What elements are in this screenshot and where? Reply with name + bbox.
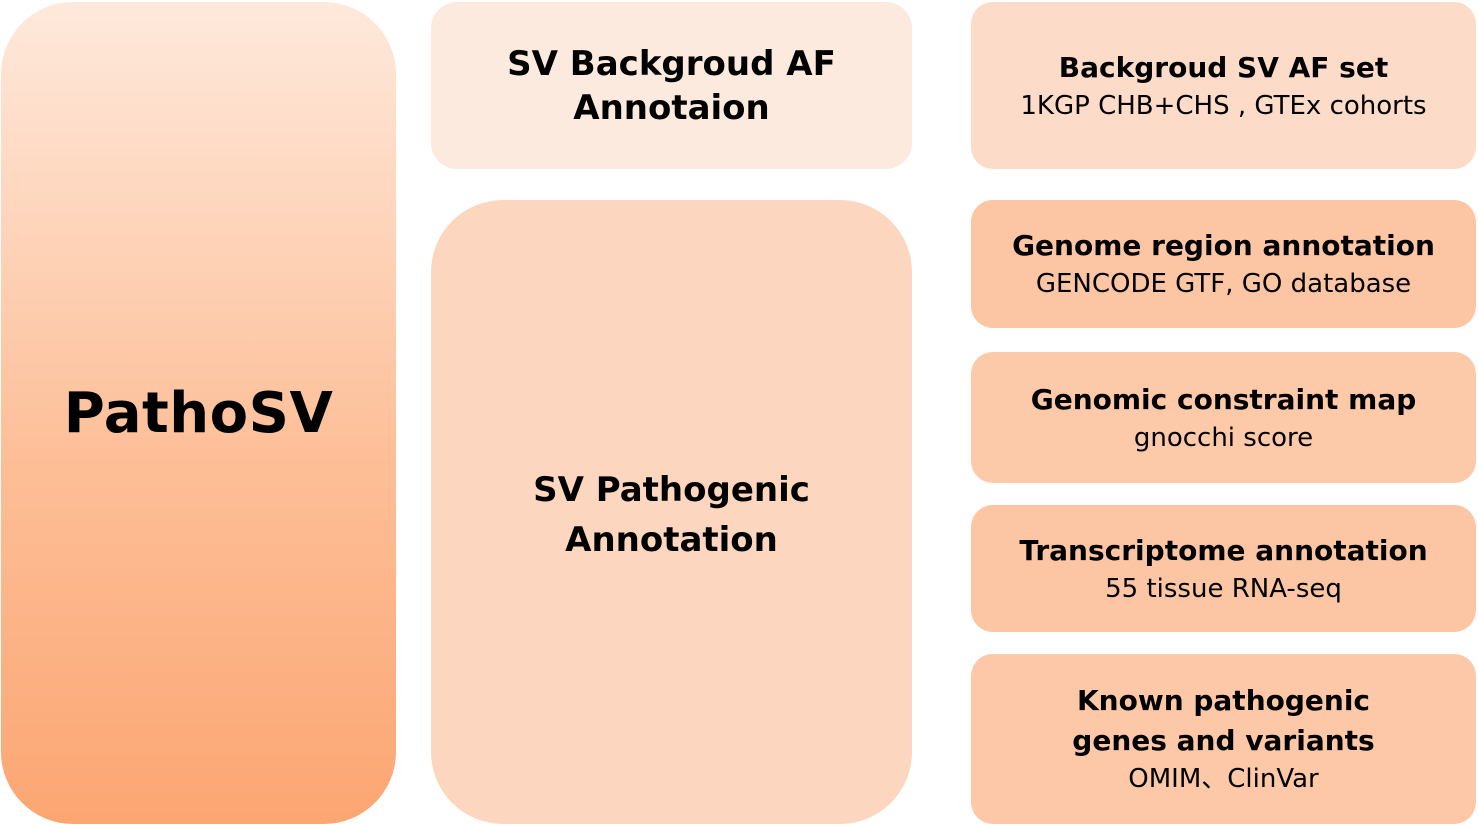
resource-title: Transcriptome annotation xyxy=(1019,533,1428,567)
background-sv-af-set-box: Backgroud SV AF set 1KGP CHB+CHS , GTEx … xyxy=(971,2,1476,169)
resource-subtitle: 1KGP CHB+CHS , GTEx cohorts xyxy=(1020,90,1427,121)
resource-subtitle: 55 tissue RNA-seq xyxy=(1105,573,1342,604)
genome-region-annotation-box: Genome region annotation GENCODE GTF, GO… xyxy=(971,200,1476,328)
resource-title-line1: Known pathogenic xyxy=(1076,684,1371,717)
af-module-title-line2: Annotaion xyxy=(573,87,770,128)
transcriptome-annotation-box: Transcriptome annotation 55 tissue RNA-s… xyxy=(971,505,1476,632)
genomic-constraint-map-box: Genomic constraint map gnocchi score xyxy=(971,352,1476,483)
resource-title: Backgroud SV AF set xyxy=(1058,50,1389,84)
resource-subtitle: GENCODE GTF, GO database xyxy=(1035,269,1412,299)
sv-background-af-annotation-module: SV Backgroud AF Annotaion xyxy=(431,2,912,169)
resource-title-line2: genes and variants xyxy=(1072,724,1375,757)
resource-title: Genomic constraint map xyxy=(1030,382,1417,416)
af-module-title-line1: SV Backgroud AF xyxy=(507,43,836,84)
resource-title: Genome region annotation xyxy=(1012,229,1435,262)
sv-pathogenic-annotation-module: SV Pathogenic Annotation xyxy=(431,200,912,824)
pathosv-block: PathoSV xyxy=(1,2,396,824)
pathogenic-module-title-line1: SV Pathogenic xyxy=(533,470,810,510)
pathogenic-module-title-line2: Annotation xyxy=(565,520,778,560)
resource-subtitle: OMIM、ClinVar xyxy=(1128,764,1319,794)
pathosv-title: PathoSV xyxy=(63,380,334,446)
resource-subtitle: gnocchi score xyxy=(1133,422,1314,453)
known-pathogenic-genes-box: Known pathogenic genes and variants OMIM… xyxy=(971,654,1476,824)
